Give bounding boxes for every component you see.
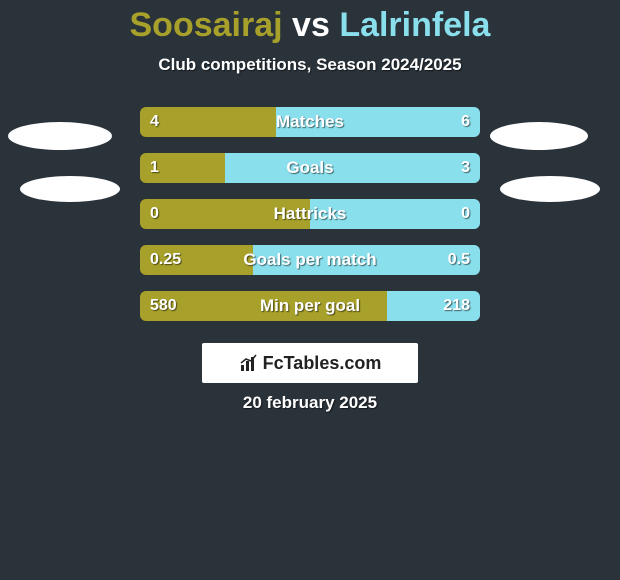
stat-value-right: 0.5 (448, 245, 470, 275)
stat-value-right: 3 (461, 153, 470, 183)
stat-bar (140, 153, 480, 183)
stat-row: Min per goal580218 (0, 291, 620, 337)
stat-value-left: 0 (150, 199, 159, 229)
comparison-title: Soosairaj vs Lalrinfela (0, 6, 620, 45)
stat-bar (140, 107, 480, 137)
stat-bar (140, 291, 480, 321)
stat-row: Hattricks00 (0, 199, 620, 245)
stat-row: Goals13 (0, 153, 620, 199)
stat-value-right: 6 (461, 107, 470, 137)
stat-bar-left (140, 291, 387, 321)
branding-badge: FcTables.com (202, 343, 418, 383)
stat-bar-right (253, 245, 480, 275)
stat-value-right: 0 (461, 199, 470, 229)
player2-name: Lalrinfela (339, 6, 490, 44)
stat-bar (140, 245, 480, 275)
stat-bar-left (140, 199, 310, 229)
stat-value-right: 218 (443, 291, 470, 321)
stat-bar (140, 199, 480, 229)
stat-row: Matches46 (0, 107, 620, 153)
chart-icon (239, 353, 259, 373)
stat-bar-right (276, 107, 480, 137)
subtitle: Club competitions, Season 2024/2025 (0, 55, 620, 75)
branding-text: FcTables.com (263, 353, 382, 374)
vs-text: vs (292, 6, 330, 44)
stat-bar-left (140, 107, 276, 137)
stat-bar-right (310, 199, 480, 229)
stat-row: Goals per match0.250.5 (0, 245, 620, 291)
date-text: 20 february 2025 (0, 393, 620, 413)
stat-value-left: 4 (150, 107, 159, 137)
stat-bar-right (225, 153, 480, 183)
player1-name: Soosairaj (130, 6, 283, 44)
stat-value-left: 580 (150, 291, 177, 321)
stat-value-left: 0.25 (150, 245, 181, 275)
stat-value-left: 1 (150, 153, 159, 183)
